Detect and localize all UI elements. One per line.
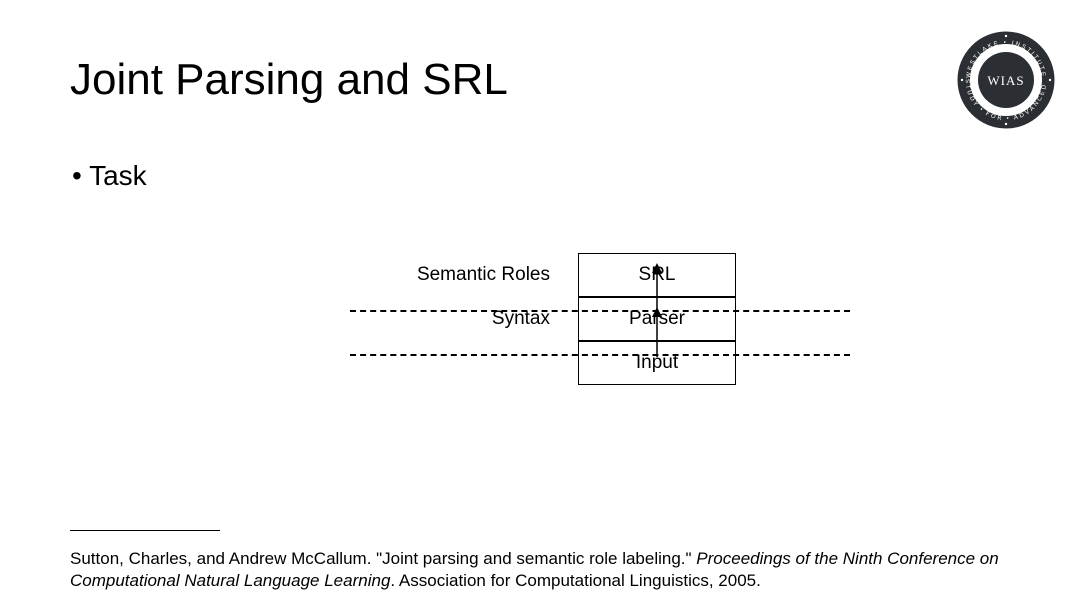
bullet-task: Task (72, 160, 147, 192)
arrow-up-icon (647, 307, 667, 357)
citation-suffix: . Association for Computational Linguist… (390, 571, 760, 590)
slide: Joint Parsing and SRL Task WIAS WESTLAKE… (0, 0, 1080, 607)
citation-prefix: Sutton, Charles, and Andrew McCallum. "J… (70, 549, 696, 568)
citation: Sutton, Charles, and Andrew McCallum. "J… (70, 548, 1010, 592)
arrow-parser-input (350, 318, 850, 346)
wias-logo: WIAS WESTLAKE • INSTITUTE • ꓷƎƆNⱯꓥꓷⱯ • ꓤ… (956, 30, 1056, 130)
pipeline-diagram: Semantic Roles SRL Syntax Parser (350, 250, 850, 388)
slide-title: Joint Parsing and SRL (70, 55, 508, 105)
arrow-up-icon (647, 263, 667, 313)
logo-center-text: WIAS (987, 73, 1024, 88)
footnote-rule (70, 530, 220, 531)
arrow-srl-parser (350, 274, 850, 302)
